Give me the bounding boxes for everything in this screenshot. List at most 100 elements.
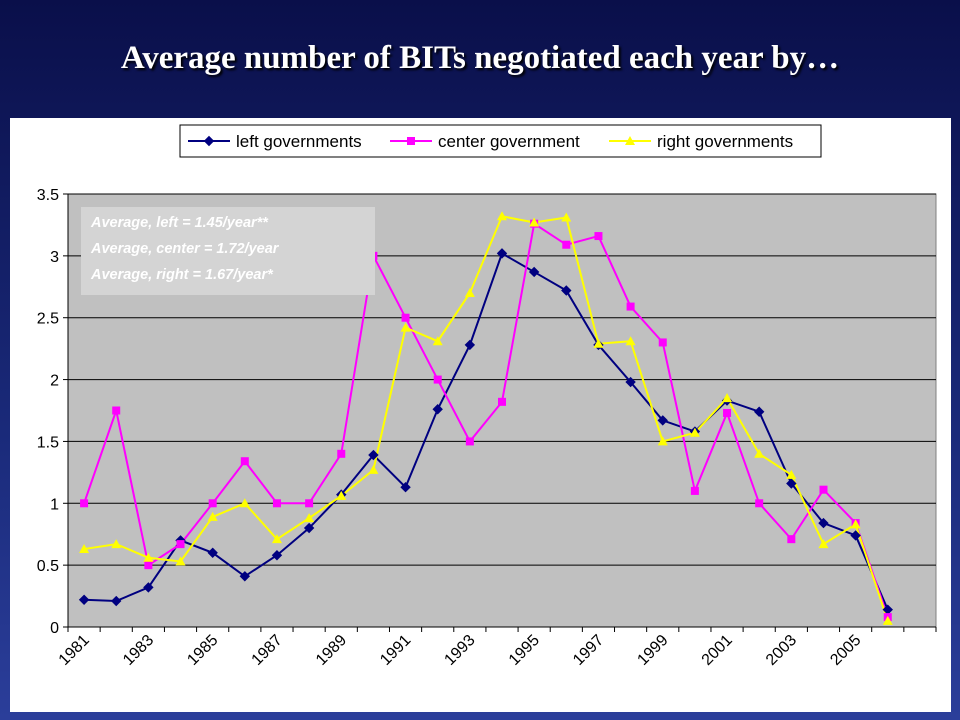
series-2-point	[562, 240, 571, 249]
series-1-point	[753, 406, 765, 417]
series-line-1	[84, 251, 889, 611]
y-tick-label: 1	[50, 496, 59, 513]
series-1-point	[464, 339, 476, 351]
series-2-point	[787, 535, 796, 544]
x-tick-label: 1985	[184, 632, 221, 669]
x-tick-label: 1991	[377, 632, 414, 669]
x-tick-label: 1981	[56, 632, 93, 669]
line-chart: 0 0.5 1 1.5 2 2.5 3 3.5 1981 1983 1985 1987 1989 1991…	[37, 124, 937, 669]
x-tick-label: 1989	[313, 632, 350, 669]
series-1-point	[303, 522, 315, 534]
series-2-point	[112, 406, 121, 415]
series-1-point	[400, 481, 411, 493]
legend-swatch-marker	[203, 135, 215, 147]
chart-panel: 0 0.5 1 1.5 2 2.5 3 3.5 1981 1983 1985 1987 1989 1991…	[10, 118, 951, 712]
legend-label: right governments	[657, 132, 793, 151]
series-1-point	[496, 248, 508, 259]
x-tick-label: 2001	[699, 632, 736, 669]
series-1-point	[818, 517, 829, 529]
series-3-point	[497, 211, 507, 221]
legend-label: center government	[438, 132, 580, 151]
series-2-point	[337, 449, 346, 458]
series-2-point	[594, 232, 603, 241]
y-tick-label: 3	[50, 249, 59, 266]
x-tick-label: 2003	[763, 632, 800, 669]
series-3-point	[593, 338, 604, 348]
x-tick-label: 1999	[634, 632, 671, 669]
series-line-2	[83, 222, 889, 618]
series-1-point	[78, 594, 90, 605]
series-1-point	[239, 571, 251, 582]
series-line-3	[83, 215, 889, 622]
y-tick-label: 2	[50, 373, 59, 390]
series-2-point	[401, 313, 410, 322]
x-tick-label: 1993	[441, 632, 478, 669]
series-3-point	[754, 448, 765, 458]
series-3-point	[239, 498, 250, 508]
series-1-point	[143, 582, 154, 593]
series-3-point	[722, 393, 733, 403]
series-3-point	[336, 490, 347, 500]
series-1-point	[111, 595, 122, 607]
series-3-point	[143, 552, 154, 562]
series-1-point	[561, 285, 572, 296]
series-3-point	[657, 436, 668, 446]
series-2-point	[176, 540, 185, 549]
series-2-point	[208, 499, 217, 508]
x-tick-label: 1997	[570, 632, 607, 669]
y-tick-label: 0.5	[37, 558, 59, 575]
series-1-point	[786, 478, 797, 489]
series-2-point	[658, 338, 667, 347]
x-tick-label: 1995	[506, 632, 543, 669]
series-2-point	[305, 499, 314, 508]
series-2-point	[240, 457, 249, 466]
series-2-point	[272, 499, 281, 508]
y-tick-label: 0	[50, 620, 59, 637]
series-2-point	[755, 499, 764, 508]
series-3-point	[271, 534, 282, 544]
x-tick-label: 1983	[120, 632, 157, 669]
series-3-point	[818, 539, 829, 549]
series-1-point	[432, 404, 443, 415]
legend-swatch-marker	[407, 137, 415, 145]
series-2-point	[465, 437, 474, 446]
series-1-point	[368, 449, 379, 461]
series-3-point	[786, 469, 797, 479]
x-tick-label: 1987	[249, 632, 286, 669]
annotation-text: Average, center = 1.72/year	[90, 241, 280, 257]
series-3-point	[689, 427, 700, 437]
series-1-point	[850, 530, 861, 541]
x-tick-label: 2005	[827, 632, 864, 669]
series-3-point	[561, 212, 572, 222]
series-1-point	[271, 550, 283, 561]
series-2-point	[144, 561, 153, 570]
series-1-point	[657, 415, 668, 426]
series-3-point	[464, 287, 475, 297]
series-3-point	[207, 511, 218, 521]
series-3-point	[79, 544, 90, 554]
y-tick-label: 1.5	[37, 434, 59, 451]
series-1-point	[528, 266, 540, 278]
series-3-point	[368, 464, 379, 474]
series-2-point	[433, 375, 442, 384]
series-2-point	[626, 302, 635, 311]
annotation-text: Average, left = 1.45/year**	[90, 215, 269, 231]
legend	[179, 124, 822, 158]
series-3-point	[432, 336, 443, 346]
series-3-point	[175, 556, 186, 566]
series-3-point	[304, 513, 315, 523]
y-tick-label: 3.5	[37, 187, 59, 204]
series-2-point	[819, 485, 828, 494]
series-2-point	[723, 408, 732, 417]
series-2-point	[498, 397, 506, 406]
series-2-point	[80, 499, 89, 508]
slide-title: Average number of BITs negotiated each y…	[120, 40, 840, 76]
series-3-point	[111, 539, 122, 549]
series-3-point	[529, 217, 540, 227]
series-3-point	[850, 519, 861, 529]
annotation-box	[81, 207, 375, 295]
annotation-text: Average, right = 1.67/year*	[90, 267, 274, 283]
series-3-point	[400, 322, 411, 332]
series-1-point	[207, 547, 218, 558]
series-3-point	[625, 336, 636, 346]
